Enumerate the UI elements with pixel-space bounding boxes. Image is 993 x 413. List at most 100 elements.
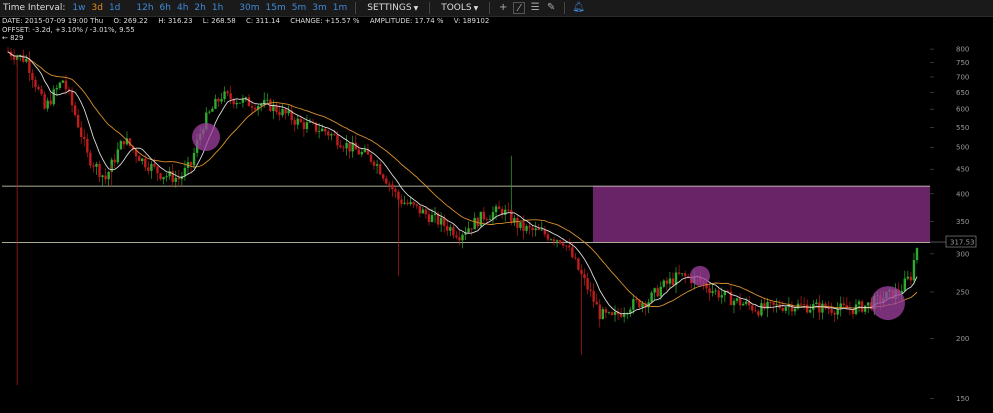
candle-body <box>772 302 775 305</box>
candle-body <box>598 304 601 320</box>
interval-button-30m[interactable]: 30m <box>239 3 260 13</box>
candle-body <box>571 247 574 258</box>
candle-body <box>863 305 867 312</box>
y-axis-tick-label: 700 <box>956 73 969 81</box>
horizontal-lines-icon[interactable]: ☰ <box>530 2 540 13</box>
time-interval-label: Time Interval: <box>3 3 66 13</box>
interval-button-12h[interactable]: 12h <box>136 3 154 13</box>
candle-body <box>189 162 193 166</box>
settings-menu[interactable]: SETTINGS ▼ <box>361 3 424 13</box>
candle-body <box>253 107 257 110</box>
candle-body <box>58 82 62 88</box>
candle-body <box>95 163 98 167</box>
candle-body <box>101 175 104 178</box>
trendline-icon[interactable]: ⁄ <box>513 2 526 14</box>
candle-body <box>241 98 245 103</box>
candle-body <box>214 98 217 109</box>
candle-body <box>119 141 123 150</box>
candle-body <box>22 55 25 62</box>
interval-button-2h[interactable]: 2h <box>194 3 206 13</box>
bell-icon[interactable]: 🔔︎ <box>572 2 585 13</box>
candle-body <box>223 91 226 100</box>
candle-body <box>479 211 483 227</box>
info-close: C: 311.14 <box>245 17 280 25</box>
candle-body <box>915 248 919 260</box>
candle-body <box>717 290 720 298</box>
candle-body <box>235 102 238 105</box>
y-axis-tick-label: 450 <box>956 166 969 174</box>
candle-body <box>278 111 281 116</box>
candle-body <box>385 178 388 184</box>
candle-body <box>839 303 842 309</box>
candle-body <box>760 303 763 316</box>
candle-body <box>409 202 412 205</box>
candle-body <box>741 303 745 306</box>
candle-body <box>400 199 403 204</box>
resistance-zone <box>593 186 930 243</box>
info-amplitude: AMPLITUDE: 17.74 % <box>369 17 444 25</box>
candle-body <box>336 135 339 146</box>
candle-body <box>650 292 653 303</box>
interval-button-3m[interactable]: 3m <box>312 3 327 13</box>
candle-body <box>433 213 437 216</box>
candle-body <box>860 301 864 312</box>
candle-body <box>476 217 479 227</box>
info-date: DATE: 2015-07-09 19:00 Thu <box>2 17 104 25</box>
tools-menu[interactable]: TOOLS ▼ <box>435 3 484 13</box>
interval-button-1d[interactable]: 1d <box>108 3 121 13</box>
candle-body <box>247 97 251 107</box>
candle-body <box>720 295 723 298</box>
interval-button-3d[interactable]: 3d <box>91 3 103 13</box>
candle-body <box>632 299 635 310</box>
candle-body <box>153 163 156 167</box>
crosshair-icon[interactable]: + <box>499 2 508 13</box>
candle-body <box>504 209 507 215</box>
candle-body <box>348 143 351 152</box>
candle-body <box>339 145 342 148</box>
candle-body <box>208 111 211 113</box>
candle-body <box>418 205 421 214</box>
price-axis[interactable]: 150 200 250 300 350 400 450 500 550 600 650 700 750 8… <box>930 46 969 403</box>
candle-body <box>55 87 59 90</box>
candle-body <box>302 122 306 130</box>
candle-body <box>665 280 669 284</box>
candle-body <box>287 110 290 114</box>
candle-body <box>714 290 717 292</box>
candle-body <box>442 217 446 226</box>
interval-button-1h[interactable]: 1h <box>211 3 224 13</box>
candle-body <box>671 278 675 285</box>
candle-body <box>604 309 608 313</box>
candle-body <box>821 303 824 313</box>
candle-body <box>592 290 595 302</box>
candle-body <box>305 122 309 130</box>
interval-button-1m[interactable]: 1m <box>332 3 348 13</box>
candle-body <box>799 303 803 305</box>
interval-button-4h[interactable]: 4h <box>176 3 189 13</box>
interval-button-15m[interactable]: 15m <box>265 3 286 13</box>
interval-button-5m[interactable]: 5m <box>291 3 307 13</box>
candle-body <box>616 311 620 315</box>
interval-button-1w[interactable]: 1w <box>72 3 86 13</box>
candle-body <box>851 309 855 314</box>
highlight-circle <box>192 123 220 152</box>
candle-body <box>324 128 327 132</box>
y-axis-tick-label: 200 <box>956 335 969 343</box>
candle-body <box>12 56 16 60</box>
interval-button-6h[interactable]: 6h <box>159 3 171 13</box>
candle-body <box>769 301 772 303</box>
candle-body <box>842 303 845 306</box>
candle-body <box>250 106 254 108</box>
candle-body <box>674 272 678 285</box>
toolbar-divider <box>429 2 431 14</box>
candle-body <box>534 228 537 231</box>
candle-body <box>748 301 751 306</box>
candle-body <box>406 202 409 205</box>
candle-body <box>900 290 903 294</box>
candle-body <box>381 174 385 179</box>
candle-body <box>488 219 492 220</box>
candle-body <box>314 122 318 132</box>
pencil-icon[interactable]: ✎ <box>547 2 556 13</box>
candle-body <box>561 243 565 246</box>
candle-body <box>150 163 153 171</box>
